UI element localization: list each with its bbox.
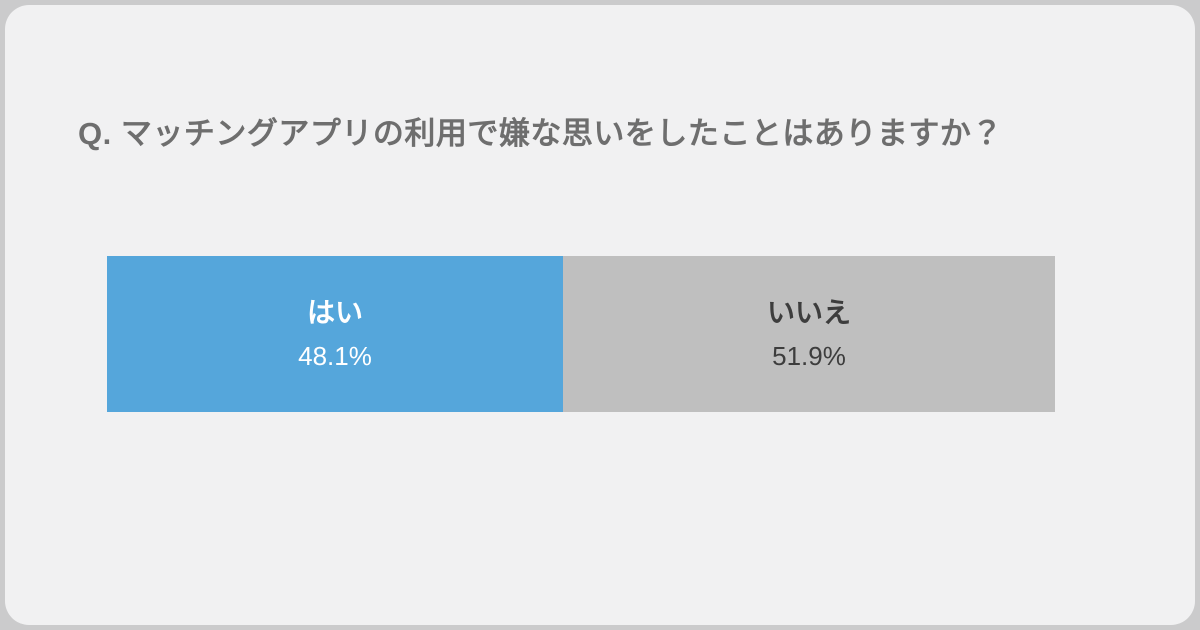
survey-question-title: Q. マッチングアプリの利用で嫌な思いをしたことはありますか？ xyxy=(78,116,1003,151)
bar-segment-no: いいえ 51.9% xyxy=(562,256,1055,412)
segment-label-yes: はい xyxy=(306,297,363,328)
segment-value-yes: 48.1% xyxy=(298,341,372,371)
bar-segment-yes: はい 48.1% xyxy=(107,256,563,412)
segment-label-no: いいえ xyxy=(766,297,851,328)
segment-value-no: 51.9% xyxy=(772,341,846,371)
survey-card: Q. マッチングアプリの利用で嫌な思いをしたことはありますか？ はい 48.1%… xyxy=(5,5,1195,625)
stacked-bar-chart: はい 48.1% いいえ 51.9% xyxy=(107,256,1055,412)
